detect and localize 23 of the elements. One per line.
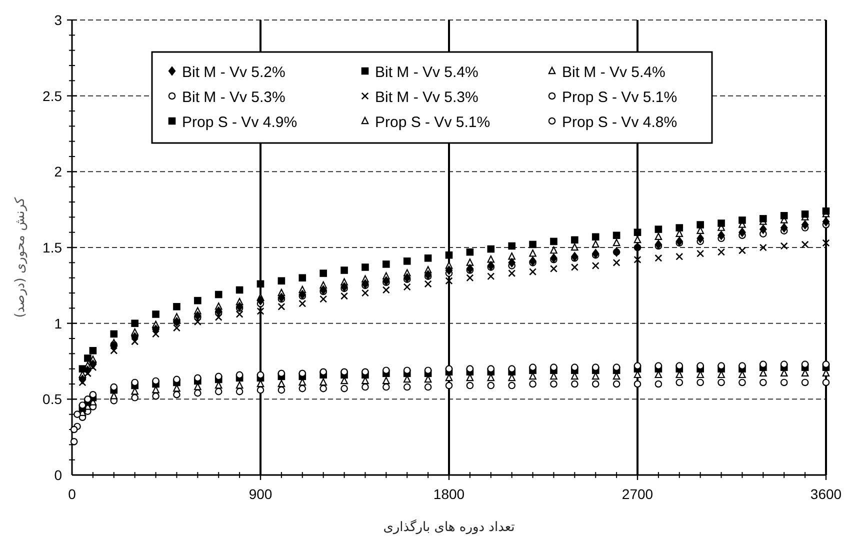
legend-label: Bit M - Vv 5.4% (375, 64, 478, 81)
legend-label: Prop S - Vv 4.8% (562, 114, 678, 131)
y-tick-label: 0.5 (42, 391, 62, 408)
x-tick-label: 900 (248, 486, 272, 502)
legend-label: Prop S - Vv 5.1% (375, 114, 490, 131)
x-tick-label: 1800 (433, 486, 465, 502)
y-tick-label: 1.5 (42, 240, 62, 256)
x-tick-label: 3600 (810, 486, 842, 502)
legend-label: Prop S - Vv 4.9% (182, 114, 298, 131)
y-tick-label: 3 (54, 12, 62, 28)
x-tick-label: 0 (68, 486, 76, 502)
x-tick-label: 2700 (622, 486, 654, 502)
legend-label: Prop S - Vv 5.1% (562, 89, 678, 106)
y-tick-label: 2 (54, 164, 62, 180)
x-axis-title: تعداد دوره های بارگذاری (383, 519, 516, 535)
legend-label: Bit M - Vv 5.3% (375, 89, 478, 106)
y-tick-label: 2.5 (42, 88, 62, 104)
y-tick-label: 0 (54, 467, 62, 483)
y-axis-title: کرنش محوری (درصد) (13, 196, 28, 318)
legend-label: Bit M - Vv 5.2% (182, 64, 286, 81)
legend-label: Bit M - Vv 5.3% (182, 89, 286, 106)
legend-label: Bit M - Vv 5.4% (562, 64, 666, 81)
y-tick-label: 1 (54, 315, 62, 332)
